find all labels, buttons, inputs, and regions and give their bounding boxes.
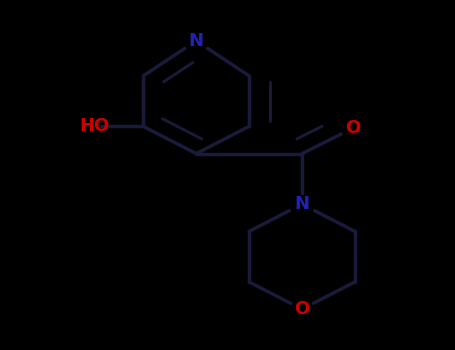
Text: O: O [294, 300, 310, 318]
Text: N: N [189, 32, 204, 50]
Text: N: N [294, 195, 309, 213]
Text: O: O [345, 119, 360, 137]
Text: HO: HO [80, 117, 110, 135]
